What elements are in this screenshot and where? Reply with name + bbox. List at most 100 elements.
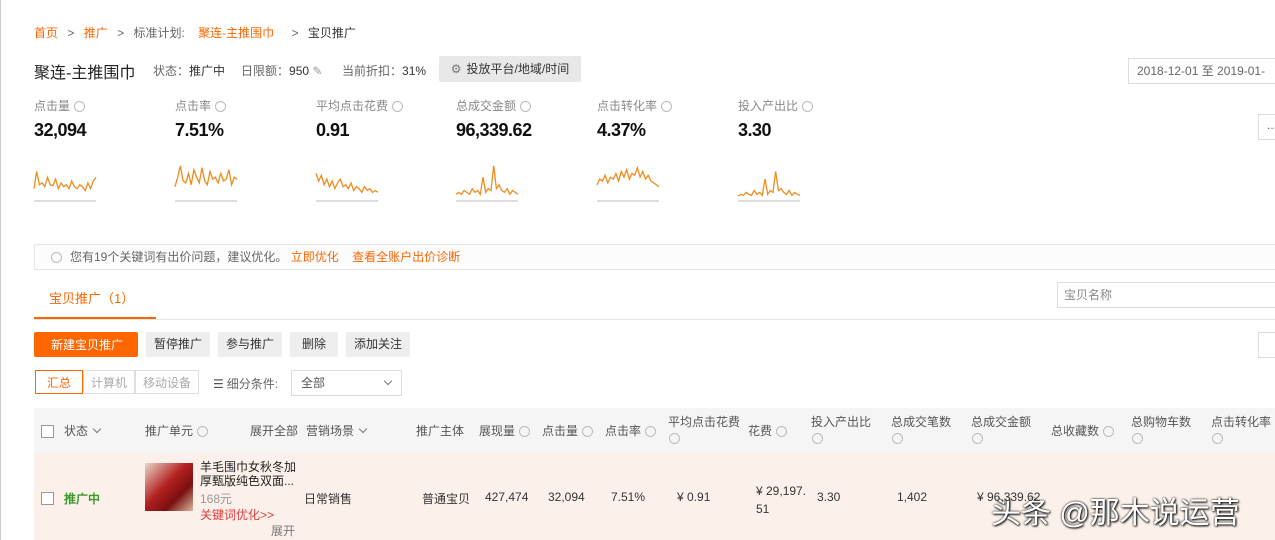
header-text: 平均点击花费 — [668, 415, 741, 429]
cell: 32,094 — [548, 490, 585, 504]
chevron — [358, 424, 368, 434]
crumb[interactable]: 首页 — [34, 26, 59, 40]
crumb[interactable]: 聚连-主推围巾 — [198, 26, 275, 40]
sparkline — [455, 165, 519, 196]
header-text: 点击率 — [605, 424, 642, 438]
price: 168元 — [200, 492, 233, 506]
label: 投放平台/地域/时间 — [466, 62, 570, 76]
sparkline — [596, 165, 660, 188]
header-text: 总成交笔数 — [891, 415, 952, 429]
column-header: 状态 — [64, 423, 102, 439]
notice-text: 您有19个关键词有出价问题，建议优化。 — [70, 250, 288, 264]
crumb: 宝贝推广 — [307, 26, 356, 40]
column-header: 推广单元 — [145, 423, 209, 439]
cell: 427,474 — [485, 490, 529, 504]
help-icon — [197, 426, 209, 438]
metric-value: 4.37% — [597, 120, 646, 140]
thumbnail — [145, 463, 193, 511]
discount: 当前折扣：31% — [342, 62, 426, 79]
label: 平均点击花费 — [316, 99, 389, 113]
toolbar-button[interactable]: 暂停推广 — [146, 332, 210, 357]
view-toggle[interactable]: 移动设备 — [135, 370, 199, 394]
sep: > — [291, 26, 299, 40]
filter-label: 细分条件: — [226, 377, 279, 391]
filter-select[interactable]: 全部 — [291, 370, 402, 396]
header-text: 展开全部 — [250, 424, 299, 438]
header-text: 推广主体 — [416, 424, 465, 438]
metric-value: 32,094 — [34, 120, 87, 140]
column-header: 总成交笔数 — [891, 414, 951, 446]
subject: 普通宝贝 — [422, 492, 471, 506]
help-icon — [1132, 433, 1143, 445]
link[interactable]: 立即优化 — [290, 250, 339, 264]
label: 点击转化率 — [597, 99, 658, 113]
help-icon — [812, 433, 823, 445]
header-text: 点击转化率 — [1211, 415, 1272, 429]
header-text: 推广单元 — [145, 424, 194, 438]
column-header: 花费 — [748, 423, 788, 439]
label: 投入产出比 — [738, 99, 799, 113]
settings-button[interactable]: ⚙ 投放平台/地域/时间 — [439, 56, 581, 82]
optimize-link[interactable]: 关键词优化>> — [200, 508, 275, 522]
edit-icon[interactable]: ✎ — [312, 64, 323, 78]
help-icon — [520, 101, 532, 113]
cell: 1,402 — [897, 490, 928, 504]
metric-label: 平均点击花费 — [316, 97, 404, 114]
help-icon — [661, 101, 673, 113]
label: 删除 — [301, 337, 326, 351]
label: 当前折扣： — [342, 64, 403, 78]
toolbar-button[interactable]: 删除 — [290, 332, 338, 357]
date-range[interactable]: 2018-12-01 至 2019-01- — [1128, 58, 1275, 84]
sparkline — [33, 171, 97, 192]
column-header: 投入产出比 — [811, 414, 871, 446]
view-toggle[interactable]: 计算机 — [83, 370, 135, 394]
metric-value: 0.91 — [316, 120, 350, 140]
metric-label: 投入产出比 — [738, 97, 814, 114]
help-icon — [74, 101, 86, 113]
tab-line — [34, 319, 1275, 320]
expand[interactable]: 展开 — [271, 524, 296, 538]
label: 新建宝贝推广 — [50, 338, 123, 352]
toolbar-button[interactable]: 新建宝贝推广 — [34, 332, 138, 357]
help-icon — [582, 426, 594, 438]
status: 推广中 — [64, 492, 101, 506]
help-icon — [892, 433, 903, 445]
toolbar-button[interactable]: 参与推广 — [218, 332, 282, 357]
item-title[interactable]: 羊毛围巾女秋冬加厚甄版纯色双面... — [200, 460, 297, 488]
column-header: 平均点击花费 — [668, 414, 740, 446]
list-icon: ☰ — [213, 377, 224, 391]
header-text: 营销场景 — [306, 424, 355, 438]
cell: ¥ 96,339.62 — [977, 490, 1041, 504]
plan-title: 聚连-主推围巾 — [34, 65, 136, 82]
header-text: 展现量 — [479, 424, 516, 438]
checkbox[interactable] — [41, 492, 54, 505]
settings-icon-button[interactable] — [1258, 332, 1275, 358]
tab[interactable]: 宝贝推广（1） — [49, 288, 134, 307]
header-text: 总购物车数 — [1131, 415, 1192, 429]
column-header: 展现量 — [479, 423, 531, 439]
toolbar-button[interactable]: 添加关注 — [346, 332, 410, 357]
sparklines — [33, 165, 801, 202]
help-icon — [392, 101, 404, 113]
table-row — [34, 453, 1275, 540]
column-header: 总收藏数 — [1051, 423, 1115, 439]
more-button[interactable]: ... — [1258, 114, 1275, 140]
value: 全部 — [301, 376, 326, 390]
view-toggle[interactable]: 汇总 — [35, 370, 83, 394]
crumb[interactable]: 推广 — [83, 26, 108, 40]
help-icon — [645, 426, 657, 438]
breadcrumb: 首页 > 推广 > 标准计划: 聚连-主推围巾 > 宝贝推广 — [34, 24, 356, 41]
link[interactable]: 查看全账户出价诊断 — [352, 250, 461, 264]
help-icon — [776, 426, 788, 438]
metric-value: 96,339.62 — [456, 120, 532, 140]
header-text: 总成交金额 — [971, 415, 1032, 429]
cell: ¥ 29,197.51 — [756, 484, 807, 516]
metric-label: 点击转化率 — [597, 97, 673, 114]
sparkline — [315, 173, 379, 194]
value: 31% — [402, 64, 427, 78]
label: 参与推广 — [225, 337, 274, 351]
checkbox[interactable] — [41, 425, 54, 438]
column-header: 营销场景 — [306, 423, 368, 439]
search-input[interactable]: 宝贝名称 — [1057, 282, 1275, 308]
